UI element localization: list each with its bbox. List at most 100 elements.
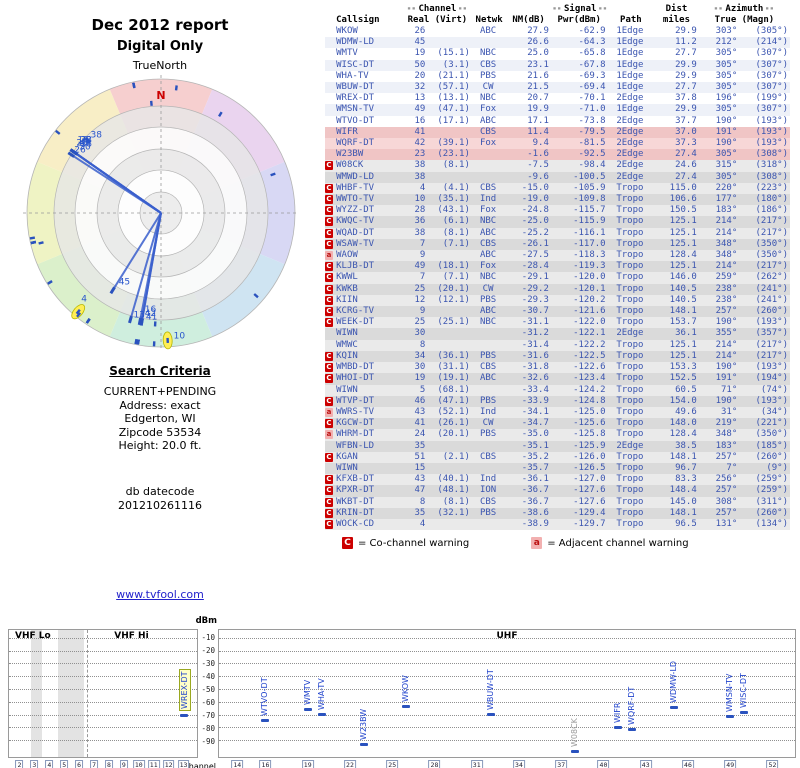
azimuth-true-cell: 214° xyxy=(698,216,740,228)
real-channel-cell: 46 xyxy=(403,395,428,407)
azimuth-magn-cell: (308°) xyxy=(739,171,790,183)
path-cell: Tropo xyxy=(607,451,655,463)
azimuth-true-cell: 183° xyxy=(698,205,740,217)
pwr-header: Pwr(dBm) xyxy=(557,15,601,25)
warning-cell: C xyxy=(325,395,337,407)
warning-cell: C xyxy=(325,182,337,195)
network-cell xyxy=(471,328,507,340)
azimuth-magn-cell: (307°) xyxy=(739,70,790,83)
real-channel-cell: 38 xyxy=(403,160,428,172)
azimuth-true-cell: 71° xyxy=(698,384,740,396)
nm-cell: -31.1 xyxy=(506,317,551,329)
azimuth-true-cell: 257° xyxy=(698,507,740,519)
station-channel-label: 23 xyxy=(80,135,91,145)
dist-cell: 128.4 xyxy=(654,429,699,441)
path-cell: Tropo xyxy=(607,283,655,295)
real-channel-cell: 8 xyxy=(403,496,428,508)
signal-bar xyxy=(740,710,749,714)
azimuth-true-cell: 308° xyxy=(698,496,740,508)
callsign-cell: WHA-TV xyxy=(336,70,403,83)
real-channel-cell: 19 xyxy=(403,48,428,60)
network-cell xyxy=(471,37,507,49)
table-row: W23BW 23 (23.1) -1.6 -92.5 2Edge 27.4 305° (308°… xyxy=(325,149,790,161)
warning-cell xyxy=(325,339,337,351)
nm-cell: -38.9 xyxy=(506,518,551,531)
gridline xyxy=(219,663,795,665)
pwr-cell: -120.0 xyxy=(550,272,608,284)
network-cell: CW xyxy=(471,82,507,94)
table-row: C WHBF-TV 4 (4.1) CBS -15.0 -105.9 Tropo 115.0 22… xyxy=(325,182,790,195)
warning-cell: C xyxy=(325,272,337,284)
legend-adj: a = Adjacent channel warning xyxy=(531,537,689,549)
azimuth-true-cell: 348° xyxy=(698,238,740,251)
dist-cell: 37.0 xyxy=(654,126,699,139)
pwr-cell: -122.6 xyxy=(550,362,608,374)
pwr-cell: -123.4 xyxy=(550,373,608,385)
virtual-channel-cell: (15.1) xyxy=(427,48,472,60)
virtual-channel-cell xyxy=(427,440,472,452)
path-cell: Tropo xyxy=(607,518,655,531)
virtual-channel-cell: (7.1) xyxy=(427,272,472,284)
station-marker xyxy=(166,337,170,343)
co-channel-warning-badge: C xyxy=(325,228,333,238)
co-channel-warning-badge: C xyxy=(325,363,333,373)
virtual-channel-cell: (48.1) xyxy=(427,485,472,497)
station-label: WHA-TV xyxy=(316,678,326,710)
network-cell: CW xyxy=(471,418,507,430)
search-criteria-line: Height: 20.0 ft. xyxy=(118,439,202,452)
network-cell: Fox xyxy=(471,138,507,150)
virtual-channel-cell: (2.1) xyxy=(427,451,472,463)
uhf-panel: UHF 14 16 19 22 25 28 31 34 37 40 43 46 49 52 WTVO-DT W… xyxy=(218,629,796,768)
adjacent-channel-warning-badge: a xyxy=(325,430,333,440)
callsign-cell: WQAD-DT xyxy=(336,227,403,239)
azimuth-magn-cell: (259°) xyxy=(739,474,790,486)
station-channel-label: 42 xyxy=(145,309,156,319)
table-row: C WWTO-TV 10 (35.1) Ind -19.0 -109.8 Tropo 106.6… xyxy=(325,194,790,206)
table-row: WMTV 19 (15.1) NBC 25.0 -65.8 1Edge 27.7 305° (30… xyxy=(325,48,790,60)
real-channel-cell: 47 xyxy=(403,485,428,497)
callsign-cell: KIIN xyxy=(336,294,403,307)
table-row: a WWRS-TV 43 (52.1) Ind -34.1 -125.0 Tropo 49.6 3… xyxy=(325,406,790,419)
co-channel-warning-badge: C xyxy=(325,183,333,193)
path-cell: 2Edge xyxy=(607,126,655,139)
dist-cell: 37.8 xyxy=(654,93,699,105)
azimuth-magn-cell: (262°) xyxy=(739,272,790,284)
path-cell: 2Edge xyxy=(607,115,655,127)
search-criteria-line: Edgerton, WI xyxy=(124,412,196,425)
channel-tick: 5 xyxy=(60,760,69,768)
gridline xyxy=(219,701,795,703)
real-channel-cell: 5 xyxy=(403,384,428,396)
azimuth-true-cell: 190° xyxy=(698,362,740,374)
nm-cell: -32.6 xyxy=(506,373,551,385)
callsign-cell: KCRG-TV xyxy=(336,306,403,318)
station-spoke xyxy=(111,212,162,291)
azimuth-magn-cell: (241°) xyxy=(739,294,790,307)
co-channel-warning-badge: C xyxy=(325,374,333,384)
path-cell: Tropo xyxy=(607,474,655,486)
callsign-cell: KQIN xyxy=(336,350,403,363)
table-row: C KCRG-TV 9 ABC -30.7 -121.6 Tropo 148.1 257° (26… xyxy=(325,306,790,318)
real-channel-cell: 9 xyxy=(403,250,428,262)
virtual-channel-cell: (20.1) xyxy=(427,429,472,441)
signal-chart: dBm VHF Lo VHF Hi 2 3 4 5 6 7 8 9 10 11 12 13 WREX-D… xyxy=(0,615,800,768)
azimuth-radar: N 26 45 19 50 20 32 13 49 16 41 42 23 38 38 4 10 xyxy=(20,72,302,354)
dist-cell: 27.7 xyxy=(654,82,699,94)
real-channel-cell: 7 xyxy=(403,272,428,284)
table-row: C WYZZ-DT 28 (43.1) Fox -24.8 -115.7 Tropo 150.5… xyxy=(325,205,790,217)
path-cell: Tropo xyxy=(607,384,655,396)
real-channel-cell: 25 xyxy=(403,317,428,329)
gridline xyxy=(9,701,197,703)
pwr-cell: -122.1 xyxy=(550,328,608,340)
virtual-channel-cell: (39.1) xyxy=(427,138,472,150)
warning-cell xyxy=(325,93,337,105)
warning-cell xyxy=(325,115,337,127)
warning-cell xyxy=(325,138,337,150)
station-marker xyxy=(253,293,259,299)
azimuth-magn-cell: (307°) xyxy=(739,59,790,71)
azimuth-true-cell: 214° xyxy=(698,339,740,351)
tvfool-link[interactable]: www.tvfool.com xyxy=(116,588,204,601)
virtual-channel-cell: (21.1) xyxy=(427,70,472,83)
co-warning-symbol: C xyxy=(342,537,353,549)
dist-cell: 115.0 xyxy=(654,182,699,195)
dist-cell: 148.0 xyxy=(654,418,699,430)
